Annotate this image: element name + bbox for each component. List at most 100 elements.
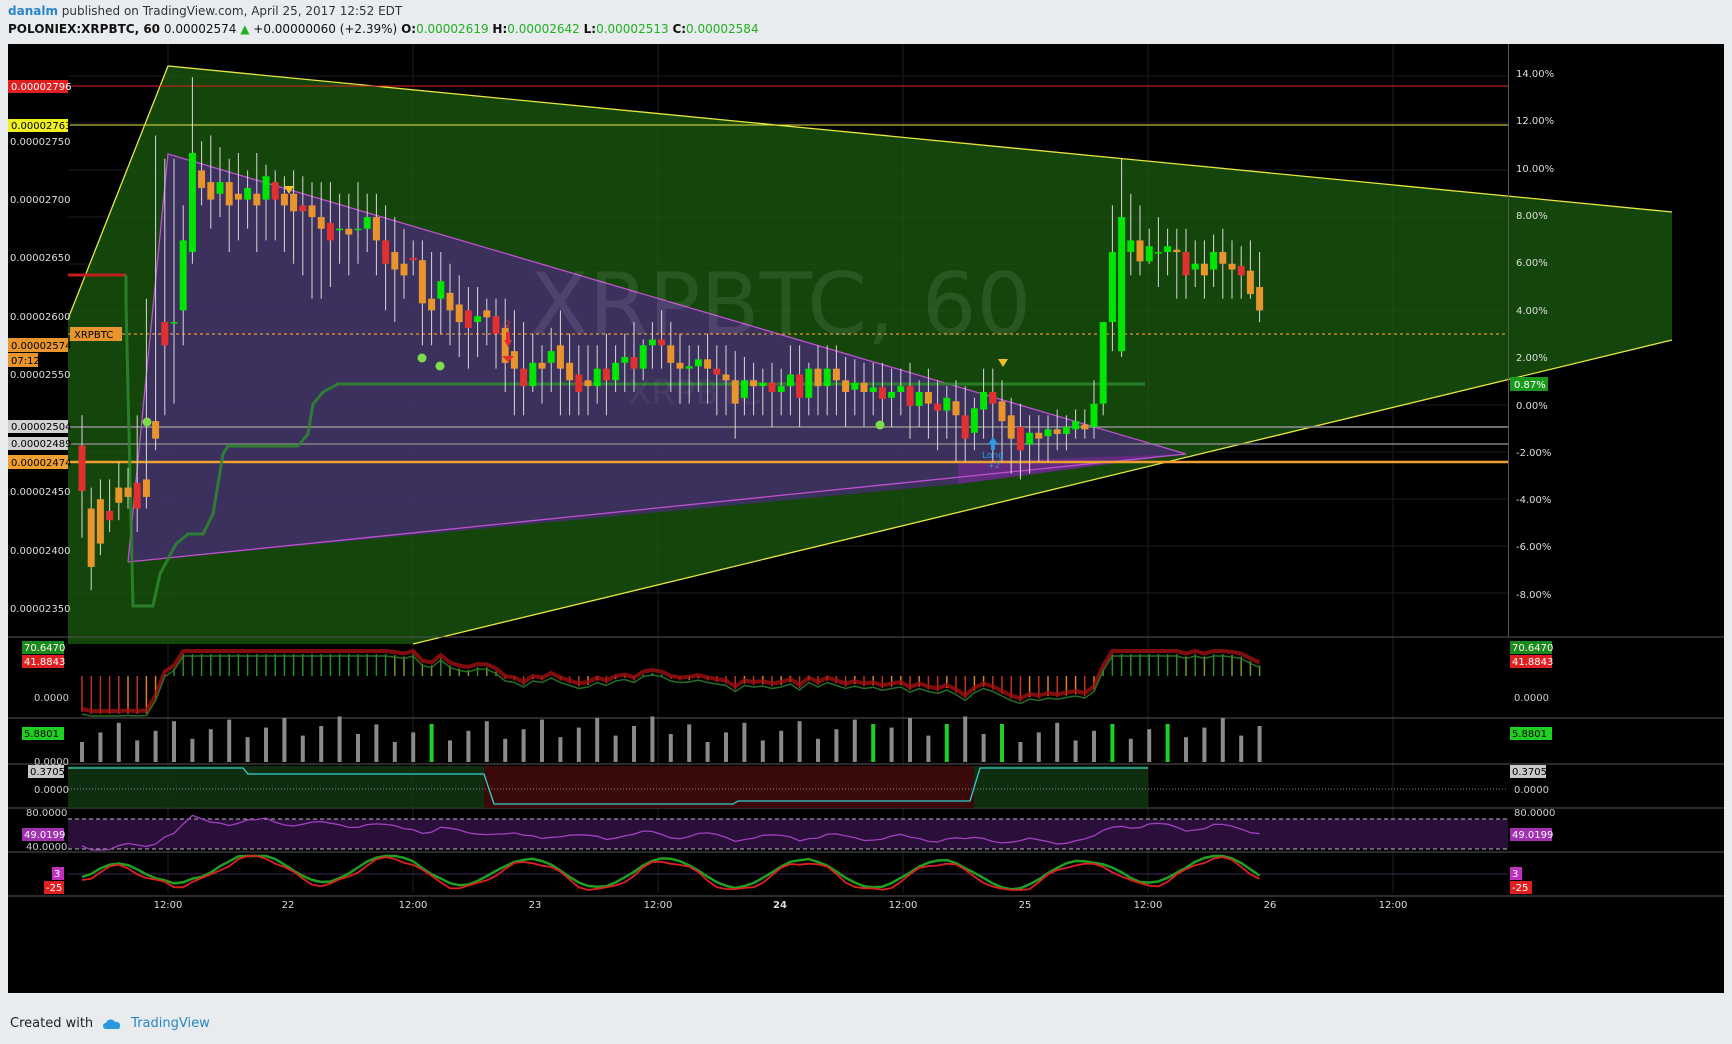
green-step-indicator — [124, 275, 1145, 608]
rsi-top-label-right: 80.0000 — [1514, 808, 1555, 819]
candle-body — [961, 415, 969, 439]
candle-body — [658, 339, 666, 346]
volume-bar — [944, 724, 949, 762]
candle-body — [676, 362, 684, 369]
candle-body — [1026, 432, 1034, 445]
author-link[interactable]: danalm — [8, 4, 58, 18]
rsi-tag-right: 49.0199 — [1512, 830, 1553, 841]
volume-bar — [576, 727, 581, 762]
channel-upper-line — [67, 65, 1673, 320]
right-axis-tick: 10.00% — [1516, 164, 1554, 175]
candle-body — [96, 499, 104, 544]
tag-countdown: 07:12 — [11, 356, 40, 367]
volume-bar — [337, 716, 342, 762]
candle-body — [391, 252, 399, 270]
rsi-band — [68, 819, 1508, 849]
candle-body — [142, 479, 150, 497]
candle-body — [1090, 403, 1098, 427]
volume-bar — [466, 730, 471, 762]
candle-body — [1237, 266, 1245, 276]
signal-dot-2 — [417, 353, 427, 363]
candle-body — [740, 380, 748, 398]
open-value: 0.00002619 — [416, 22, 489, 36]
volume-bar — [650, 716, 655, 762]
right-axis — [1508, 44, 1509, 637]
candle-body — [759, 382, 767, 387]
osc2-tag-right: 0.3705 — [1512, 767, 1547, 778]
candle-body — [1127, 240, 1135, 253]
candle-body — [1016, 426, 1024, 451]
stoch-top-tag: 3 — [54, 869, 60, 880]
tag-yellow-bg — [8, 119, 68, 132]
candle-body — [842, 380, 850, 392]
volume-bar — [135, 740, 140, 762]
candle-body — [851, 382, 859, 390]
volume-pane — [80, 716, 1262, 762]
long-sub-label: +2 — [988, 461, 1000, 470]
candle-body — [805, 368, 813, 398]
candle-body — [612, 362, 620, 381]
right-axis-tick: 6.00% — [1516, 258, 1548, 269]
tag-grey2-bg — [8, 437, 68, 450]
volume-bar — [1036, 732, 1041, 762]
right-axis-tick: -8.00% — [1516, 590, 1551, 601]
long-arrow-icon — [988, 437, 998, 450]
volume-bar — [871, 724, 876, 762]
candle-body — [363, 217, 371, 229]
symbol-legend: POLONIEX:XRPBTC, 60 0.00002574 ▲ +0.0000… — [8, 22, 759, 36]
volume-bar — [724, 732, 728, 762]
right-axis-tick: 12.00% — [1516, 116, 1554, 127]
tag-symbol-bg — [70, 327, 122, 341]
stoch-top-tag-bg — [52, 867, 64, 880]
osc1-bottom-tag: 41.8843 — [24, 657, 65, 668]
last-price: 0.00002574 — [163, 22, 237, 36]
time-axis-tick: 12:00 — [1134, 900, 1163, 911]
candle-body — [510, 351, 518, 369]
candle-body — [878, 387, 886, 399]
candle-body — [161, 322, 169, 346]
candle-body — [722, 374, 730, 381]
candle-body — [520, 368, 528, 387]
candle-body — [115, 487, 123, 503]
vol-tag: 5.8801 — [24, 729, 59, 740]
candle-body — [87, 508, 95, 567]
candle-body — [860, 382, 868, 392]
right-axis-tick: -4.00% — [1516, 495, 1551, 506]
candle-body — [1118, 217, 1126, 352]
candle-body — [336, 228, 344, 231]
candle-body — [575, 374, 583, 392]
candle-body — [1062, 426, 1070, 434]
candle-body — [750, 380, 758, 387]
volume-bar — [1184, 737, 1188, 762]
candle-body — [796, 374, 804, 398]
tradingview-brand[interactable]: TradingView — [131, 1016, 210, 1031]
candle-body — [262, 176, 270, 200]
volume-bar — [429, 724, 434, 762]
candle-body — [1053, 429, 1061, 434]
tag-grey1-bg — [8, 420, 68, 433]
symbol-name[interactable]: POLONIEX:XRPBTC, 60 — [8, 22, 161, 36]
chart-canvas[interactable]: XRPBTC, 60 XRPBTC -2 Long +2 14.00% 12.00… — [8, 44, 1724, 993]
chart-svg[interactable]: XRPBTC, 60 XRPBTC -2 Long +2 14.00% 12.00… — [8, 44, 1724, 993]
channel-lower-line — [412, 339, 1673, 645]
volume-bar — [981, 734, 986, 762]
candle-body — [106, 510, 114, 521]
candles — [78, 77, 1264, 591]
right-axis-tick: -6.00% — [1516, 542, 1551, 553]
candle-body — [547, 351, 555, 363]
candle-body — [980, 391, 988, 410]
candle-body — [492, 316, 500, 334]
rsi-tag: 49.0199 — [24, 830, 65, 841]
right-axis-tick: 0.00% — [1516, 401, 1548, 412]
left-axis-tick: 0.00002550 — [10, 370, 70, 381]
volume-bar — [742, 722, 747, 762]
volume-bar — [153, 730, 158, 762]
watermark-symbol: XRPBTC, 60 — [530, 255, 1031, 355]
long-label: Long — [982, 451, 1004, 461]
close-value: 0.00002584 — [686, 22, 759, 36]
down-marker-2 — [998, 359, 1008, 367]
candle-body — [630, 357, 638, 369]
osc2-tag: 0.3705 — [30, 767, 65, 778]
vol-tag-right-bg — [1510, 727, 1552, 740]
volume-bar — [1202, 727, 1207, 762]
